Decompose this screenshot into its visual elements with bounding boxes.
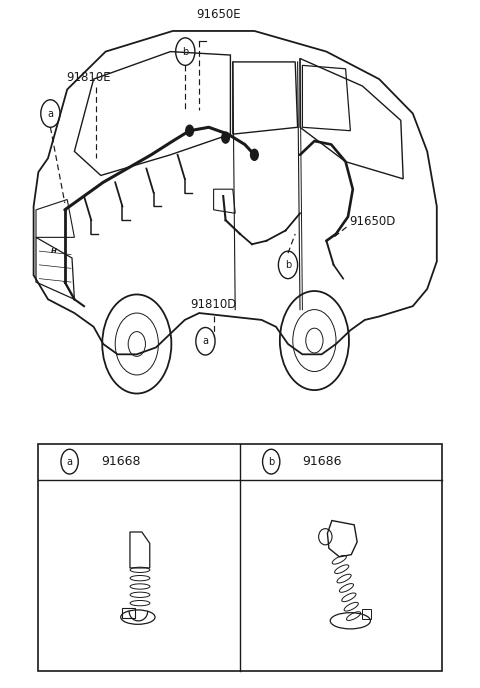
Text: 91686: 91686	[302, 455, 342, 468]
Text: 91650D: 91650D	[349, 215, 396, 228]
Text: a: a	[48, 109, 53, 118]
Circle shape	[186, 125, 193, 136]
Text: a: a	[67, 457, 72, 466]
Text: a: a	[203, 336, 208, 346]
Text: 91650E: 91650E	[196, 8, 240, 21]
Bar	[362, 610, 371, 619]
Text: b: b	[182, 47, 189, 56]
Text: 91810D: 91810D	[191, 298, 237, 311]
Bar	[38, 444, 442, 671]
Circle shape	[222, 132, 229, 143]
Text: b: b	[268, 457, 275, 466]
Bar	[122, 608, 135, 619]
Text: 91668: 91668	[101, 455, 140, 468]
Text: H: H	[51, 248, 57, 254]
Circle shape	[251, 149, 258, 160]
Text: b: b	[285, 260, 291, 270]
Text: 91810E: 91810E	[67, 71, 111, 84]
